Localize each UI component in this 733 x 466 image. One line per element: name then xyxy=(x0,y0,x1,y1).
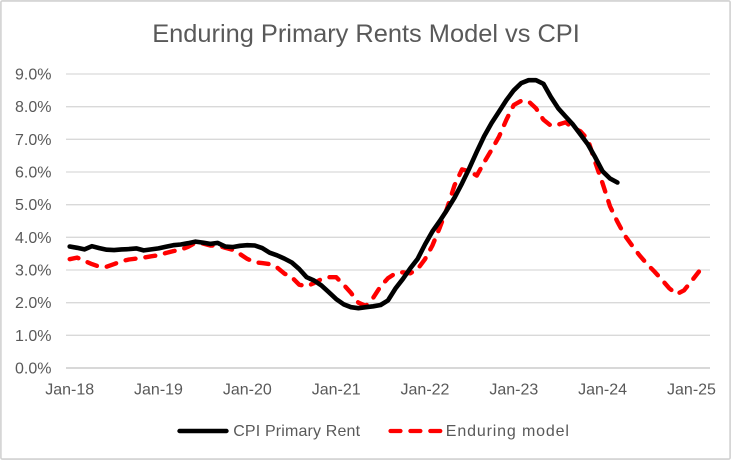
svg-text:Jan-23: Jan-23 xyxy=(489,382,538,399)
svg-text:Enduring Primary Rents Model v: Enduring Primary Rents Model vs CPI xyxy=(152,20,580,48)
svg-text:7.0%: 7.0% xyxy=(15,132,51,149)
svg-text:0.0%: 0.0% xyxy=(15,361,51,378)
svg-text:9.0%: 9.0% xyxy=(15,67,51,84)
svg-text:3.0%: 3.0% xyxy=(15,263,51,280)
svg-text:8.0%: 8.0% xyxy=(15,99,51,116)
svg-text:5.0%: 5.0% xyxy=(15,197,51,214)
svg-text:Jan-19: Jan-19 xyxy=(134,382,183,399)
svg-text:2.0%: 2.0% xyxy=(15,295,51,312)
svg-text:Jan-21: Jan-21 xyxy=(312,382,361,399)
svg-text:4.0%: 4.0% xyxy=(15,230,51,247)
svg-text:Jan-25: Jan-25 xyxy=(667,382,716,399)
svg-text:CPI Primary Rent: CPI Primary Rent xyxy=(233,423,360,440)
svg-text:Jan-18: Jan-18 xyxy=(45,382,94,399)
svg-text:6.0%: 6.0% xyxy=(15,165,51,182)
svg-text:Jan-20: Jan-20 xyxy=(223,382,272,399)
svg-text:Jan-22: Jan-22 xyxy=(401,382,450,399)
svg-text:Jan-24: Jan-24 xyxy=(578,382,627,399)
svg-text:1.0%: 1.0% xyxy=(15,328,51,345)
svg-text:Enduring model: Enduring model xyxy=(446,423,570,440)
